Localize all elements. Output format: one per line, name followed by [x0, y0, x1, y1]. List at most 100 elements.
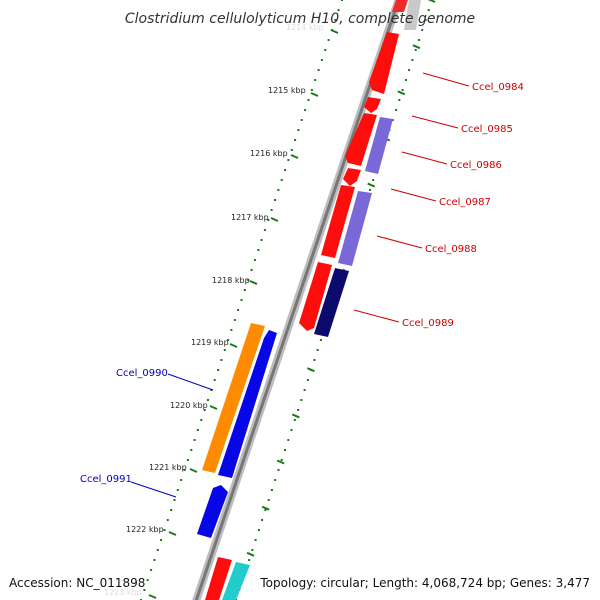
gene-partial-top-red[interactable] [392, 0, 408, 12]
ring-dot [207, 399, 209, 401]
ring-dot [270, 489, 273, 491]
ring-dot [210, 389, 213, 391]
ring-dot [193, 439, 196, 441]
gene-ccel-0989-b[interactable] [314, 268, 349, 337]
gene-ccel-0990-blue[interactable] [218, 330, 277, 478]
gene-label-ccel-0988[interactable]: Ccel_0988 [425, 244, 477, 255]
ring-tick [261, 505, 270, 511]
ring-tick [412, 44, 421, 50]
kbp-label: 1219 kbp [191, 338, 229, 347]
ring-dot [314, 79, 317, 81]
ring-dot [304, 109, 307, 111]
ring-dot [310, 89, 313, 91]
ring-dot [297, 409, 300, 411]
ring-dot [300, 399, 303, 401]
gene-label-ccel-0989[interactable]: Ccel_0989 [402, 318, 454, 329]
ring-dot [196, 429, 199, 431]
ring-dot [170, 509, 173, 511]
gene-partial-top-grey[interactable] [404, 0, 421, 30]
ring-dot [160, 539, 163, 541]
ring-dot [200, 419, 203, 421]
ring-dot [293, 419, 296, 421]
ring-dot [150, 569, 153, 571]
gene-ccel-0990-orange[interactable] [202, 323, 265, 473]
ring-dot [270, 209, 273, 211]
ring-dot [404, 79, 407, 81]
ring-dot [316, 349, 319, 351]
ring-dot [294, 139, 297, 141]
ring-dot [247, 279, 250, 281]
ring-dot [254, 539, 257, 541]
gene-ccel-0991[interactable] [197, 485, 228, 538]
gene-ccel-0984[interactable] [369, 32, 399, 94]
ring-tick [397, 90, 406, 96]
accession-text: Accession: NC_011898 [9, 576, 145, 590]
ring-dot [163, 529, 166, 531]
ring-dot [320, 59, 323, 61]
gene-label-ccel-0990[interactable]: Ccel_0990 [116, 368, 168, 379]
ring-dot [427, 9, 430, 11]
ring-dot [243, 289, 246, 291]
ring-dot [233, 319, 236, 321]
ring-dot [307, 99, 310, 101]
gene-ccel-0985[interactable] [364, 97, 381, 113]
ring-dot [300, 119, 303, 121]
ring-dot [250, 269, 253, 271]
ring-dot [190, 449, 193, 451]
ring-dot [156, 549, 159, 551]
gene-label-ccel-0985[interactable]: Ccel_0985 [461, 124, 513, 135]
gene-partial-bottom-red[interactable] [205, 557, 232, 600]
ring-dot [411, 59, 414, 61]
ring-tick [367, 182, 376, 188]
left-gene-labels: Ccel_0990 Ccel_0991 [80, 368, 214, 498]
ring-dot [414, 49, 417, 51]
ring-dot [287, 439, 290, 441]
ring-dot [280, 459, 283, 461]
kbp-label: 1217 kbp [231, 213, 269, 222]
ring-dot [313, 359, 316, 361]
leader-line [167, 373, 214, 391]
gene-label-ccel-0987[interactable]: Ccel_0987 [439, 197, 491, 208]
ring-dot [146, 579, 149, 581]
gene-ccel-0986-a[interactable] [345, 113, 377, 166]
kbp-ticks [148, 29, 339, 599]
ring-dot [277, 189, 280, 191]
gene-ccel-0989-a[interactable] [299, 262, 332, 331]
ring-dot [391, 119, 394, 121]
ring-dot [263, 229, 266, 231]
ring-dot [337, 9, 340, 11]
ring-dot [267, 499, 270, 501]
kbp-label: 1216 kbp [250, 149, 288, 158]
ring-dot [274, 479, 277, 481]
gene-label-ccel-0984[interactable]: Ccel_0984 [472, 82, 524, 93]
ring-dot [251, 549, 254, 551]
gene-label-ccel-0991[interactable]: Ccel_0991 [80, 474, 132, 485]
ring-dot [260, 239, 263, 241]
gene-label-ccel-0986[interactable]: Ccel_0986 [450, 160, 502, 171]
leader-line [390, 188, 437, 202]
leader-line [422, 72, 470, 87]
ring-dot [213, 379, 216, 381]
gene-ccel-0988-a[interactable] [321, 185, 355, 258]
ring-dot [274, 199, 276, 201]
ring-dot [248, 559, 251, 561]
ring-dot [264, 509, 267, 511]
kbp-label: 1222 kbp [126, 525, 164, 534]
ring-dot [183, 469, 186, 471]
ring-dot [166, 519, 169, 521]
ring-dot [290, 429, 293, 431]
ring-dot [203, 409, 206, 411]
gene-ccel-0987[interactable] [343, 168, 361, 186]
ring-dot [240, 299, 243, 301]
genome-backbone-core [194, 0, 401, 600]
gene-ccel-0988-b[interactable] [338, 191, 372, 266]
ring-dot [319, 339, 322, 341]
ring-tick [307, 367, 315, 373]
kbp-label: 1218 kbp [212, 276, 250, 285]
gene-ccel-0986-b[interactable] [365, 117, 393, 174]
outer-dotted-ring [140, 0, 343, 600]
gene-partial-bottom-cyan[interactable] [222, 562, 250, 600]
ring-tick [427, 0, 436, 3]
map-title: Clostridium cellulolyticum H10, complete… [125, 11, 475, 27]
